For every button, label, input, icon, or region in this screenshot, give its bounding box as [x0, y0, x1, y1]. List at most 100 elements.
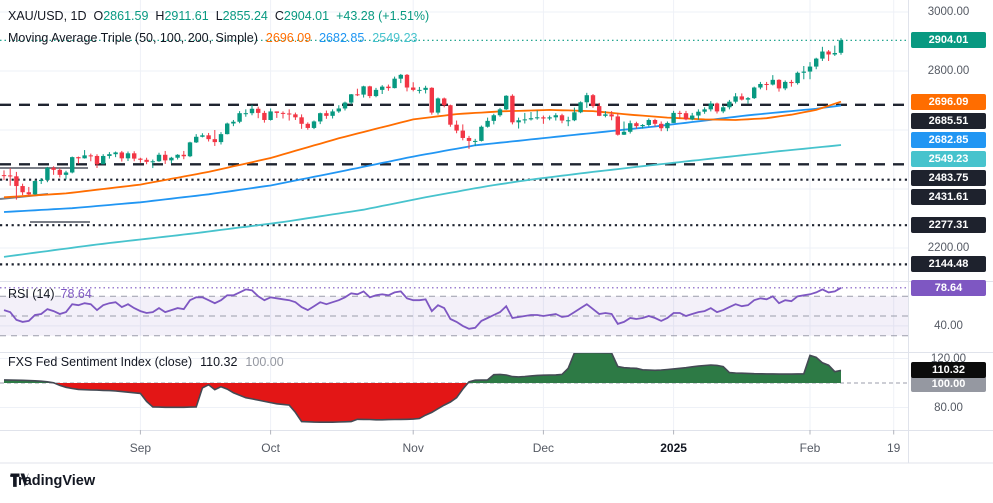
candle-body — [1, 175, 7, 177]
candle-body — [243, 113, 248, 115]
tradingview-logo[interactable]: TradingView — [10, 473, 95, 489]
candle-body — [690, 115, 695, 120]
candle-body — [417, 89, 422, 91]
candle-body — [386, 86, 391, 89]
candle-body — [324, 113, 329, 116]
price-badge-2483.75: 2483.75 — [911, 169, 986, 186]
candle-body — [132, 153, 137, 159]
candle-body — [82, 155, 87, 159]
rsi-value: 78.64 — [60, 287, 92, 301]
fxs-value-badge: 110.32 — [911, 362, 986, 379]
symbol-legend[interactable]: XAU/USD, 1D O2861.59 H2911.61 L2855.24 C2904… — [8, 9, 429, 23]
rsi-line — [3, 287, 842, 330]
candle-body — [349, 94, 354, 103]
ohlc-val: 2861.59 — [103, 9, 149, 23]
candle-body — [125, 153, 131, 159]
candle-body — [640, 124, 645, 127]
candle-body — [652, 119, 658, 124]
candle-body — [770, 79, 775, 85]
candle-body — [739, 96, 744, 100]
time-label-Oct: Oct — [261, 441, 280, 455]
candle-body — [398, 74, 403, 79]
candle-body — [237, 113, 242, 122]
candle-body — [175, 154, 180, 158]
candle-body — [336, 108, 341, 112]
separators — [0, 0, 993, 464]
candle-body — [541, 117, 546, 119]
candle-body — [745, 98, 751, 100]
fxs-area-positive — [468, 353, 841, 383]
candle-body — [169, 157, 174, 161]
candle-body — [32, 181, 38, 195]
fxs-title: FXS Fed Sentiment Index (close) — [8, 355, 193, 369]
candle-body — [194, 136, 199, 143]
candle-body — [789, 81, 794, 84]
ohlc-key: L — [215, 9, 223, 23]
candle-body — [70, 157, 75, 173]
fxs-baseline-value: 100.00 — [245, 355, 284, 369]
candle-body — [373, 89, 379, 97]
candle-body — [764, 83, 769, 85]
axis-label-80.00: 80.00 — [934, 401, 963, 414]
candle-body — [783, 81, 788, 89]
rsi-legend[interactable]: RSI (14) 78.64 — [8, 287, 92, 301]
candle-body — [51, 167, 56, 170]
candle-body — [479, 126, 484, 141]
candle-body — [392, 78, 397, 89]
candle-body — [212, 139, 217, 143]
candle-body — [256, 108, 261, 113]
candle-body — [559, 115, 565, 121]
fxs-panel — [0, 353, 908, 424]
candle-body — [429, 87, 434, 113]
ma-value: 2696.09 — [265, 31, 312, 45]
candle-body — [572, 112, 577, 121]
candle-body — [721, 107, 726, 112]
candle-body — [628, 123, 633, 132]
candle-body — [330, 111, 335, 116]
symbol-title: XAU/USD, 1D — [8, 9, 87, 23]
fxs-outline — [3, 353, 842, 424]
candle-body — [367, 86, 372, 97]
candle-body — [621, 131, 627, 135]
candle-body — [280, 112, 286, 114]
candle-body — [138, 158, 143, 160]
ma-legend[interactable]: Moving Average Triple (50, 100, 200, Sim… — [8, 31, 417, 45]
candle-body — [832, 53, 837, 55]
ohlc-values: O2861.59 H2911.61 L2855.24 C2904.01 — [87, 9, 330, 23]
candle-body — [187, 142, 193, 157]
candle-body — [466, 137, 472, 141]
candle-body — [404, 74, 410, 88]
candle-body — [677, 112, 682, 114]
candle-body — [497, 109, 503, 116]
candle-body — [510, 95, 515, 123]
price-badge-2696.09: 2696.09 — [911, 93, 986, 110]
candle-body — [683, 113, 689, 120]
candle-body — [752, 87, 757, 99]
candle-body — [646, 119, 651, 125]
time-label-Dec: Dec — [532, 441, 555, 455]
ma-title: Moving Average Triple (50, 100, 200, Sim… — [8, 31, 258, 45]
candle-body — [287, 113, 292, 115]
candle-body — [671, 112, 676, 123]
time-label-Nov: Nov — [402, 441, 424, 455]
candle-body — [45, 167, 50, 180]
candle-body — [522, 119, 527, 121]
ohlc-key: C — [274, 9, 284, 23]
candle-body — [504, 95, 509, 110]
candle-body — [838, 40, 844, 53]
candle-body — [355, 94, 360, 96]
candle-body — [107, 154, 112, 156]
candle-body — [57, 169, 62, 175]
price-badge-2431.61: 2431.61 — [911, 188, 986, 205]
price-badge-2277.31: 2277.31 — [911, 217, 986, 234]
fxs-legend[interactable]: FXS Fed Sentiment Index (close) 110.32 100… — [8, 355, 284, 369]
candle-body — [776, 79, 782, 89]
axis-label-2200.00: 2200.00 — [927, 242, 970, 254]
candle-body — [268, 111, 273, 120]
candle-body — [26, 192, 31, 195]
candle-body — [163, 154, 168, 161]
axis-label-40.00: 40.00 — [934, 319, 963, 332]
price-badge-2685.51: 2685.51 — [911, 112, 986, 129]
